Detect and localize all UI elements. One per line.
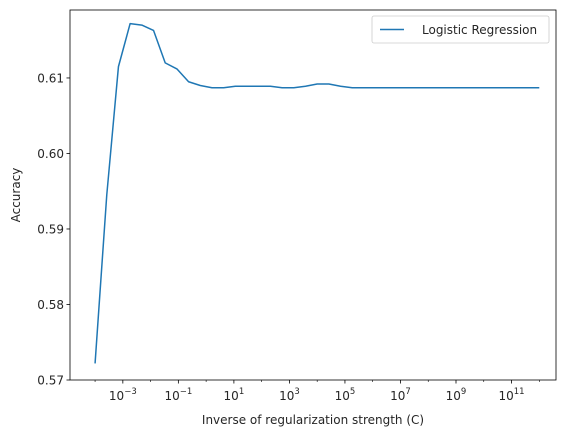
- x-axis-ticks: 10−3 10−1 101 103 105 107 109 1011: [94, 380, 540, 403]
- y-tick-label: 0.59: [37, 222, 64, 236]
- x-tick-label: 105: [335, 387, 356, 403]
- x-axis-label: Inverse of regularization strength (C): [202, 413, 424, 427]
- axes-frame: [69, 9, 557, 381]
- x-tick-label: 10−3: [109, 387, 137, 403]
- series-layer: [94, 22, 540, 364]
- y-tick-label: 0.61: [37, 71, 64, 85]
- y-tick-label: 0.60: [37, 147, 64, 161]
- legend-label: Logistic Regression: [422, 23, 537, 37]
- x-tick-label: 107: [390, 387, 411, 403]
- x-tick-label: 1011: [498, 387, 524, 403]
- y-tick-label: 0.58: [37, 298, 64, 312]
- legend-box: [371, 15, 550, 44]
- y-tick-label: 0.57: [37, 373, 64, 387]
- x-tick-label: 10−1: [164, 387, 192, 403]
- x-tick-label: 103: [279, 387, 300, 403]
- legend: Logistic Regression: [371, 15, 550, 44]
- x-tick-label: 101: [224, 387, 245, 403]
- series-line-0: [94, 22, 540, 364]
- x-tick-label: 109: [446, 387, 467, 403]
- y-axis-label: Accuracy: [9, 168, 23, 223]
- y-axis-ticks: 0.57 0.58 0.59 0.60 0.61: [37, 71, 70, 387]
